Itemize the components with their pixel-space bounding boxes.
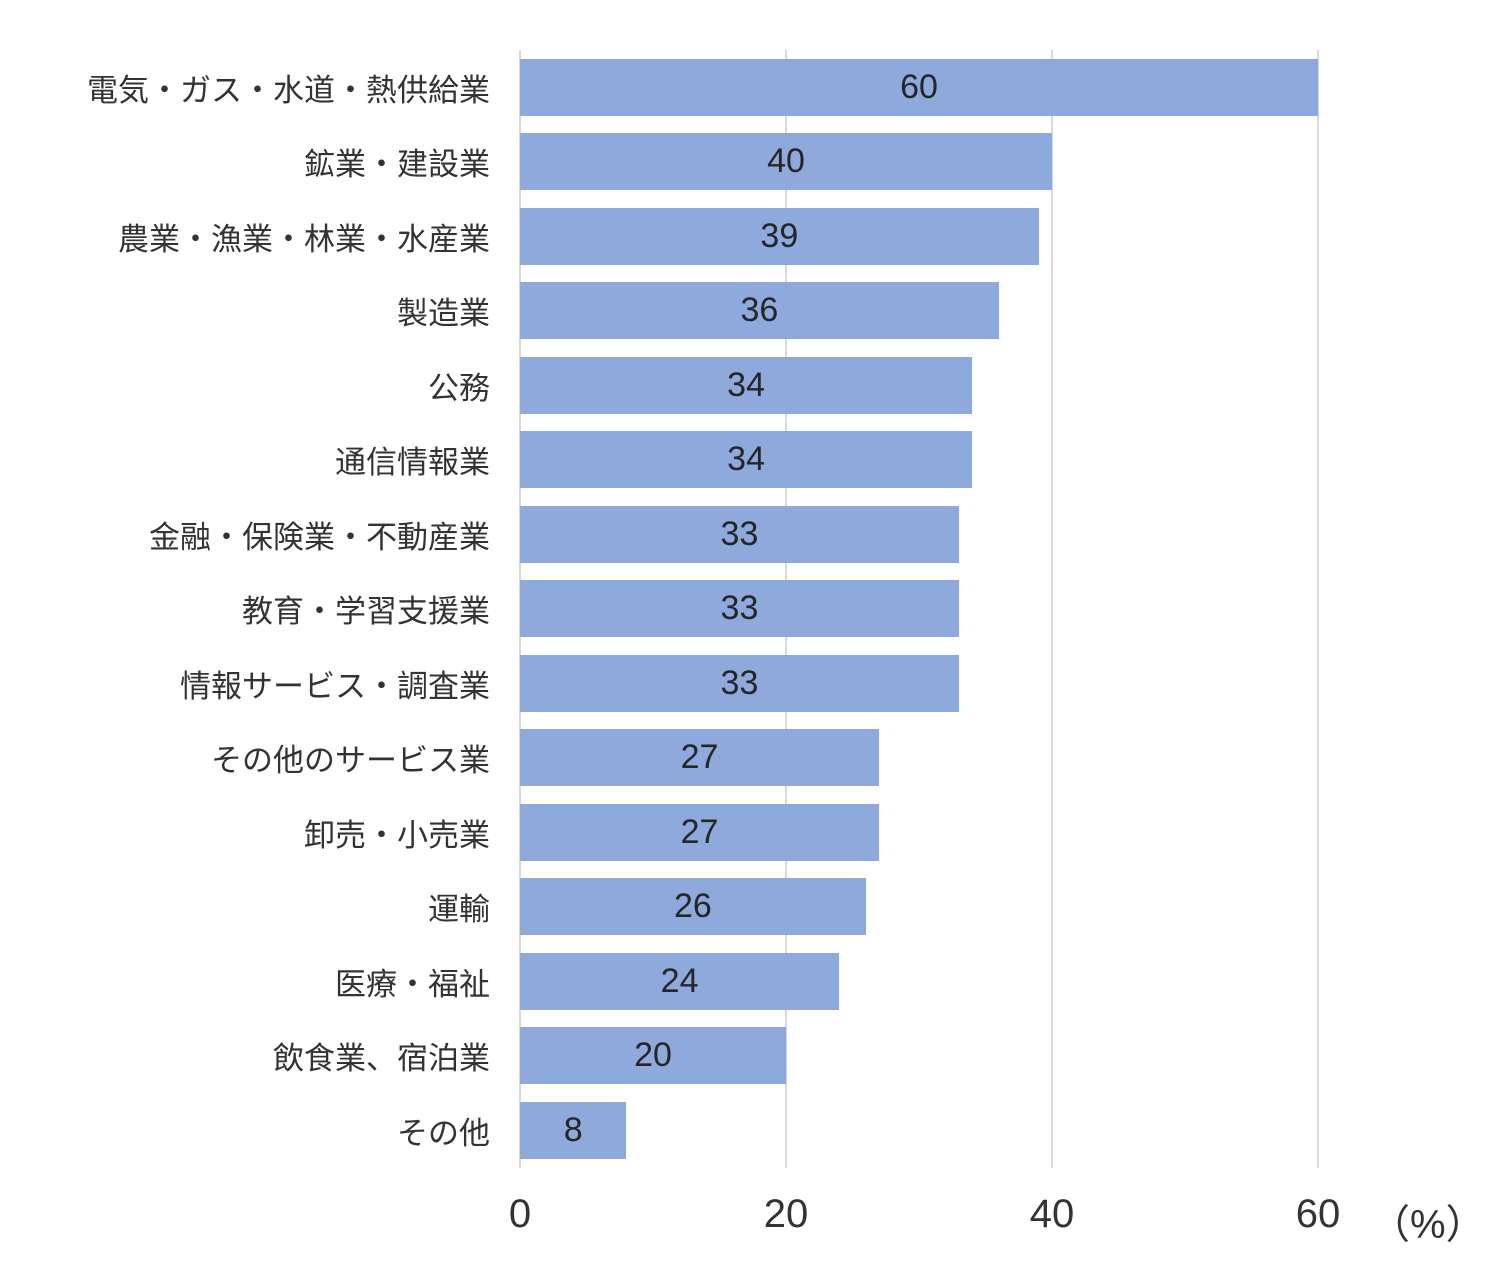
value-label: 27 [680,812,719,851]
bar-track: 20 [520,1019,1318,1094]
category-label: 農業・漁業・林業・水産業 [118,221,490,257]
x-axis: 0 20 40 60 [509,1192,1340,1252]
value-label: 39 [760,216,799,255]
value-label: 33 [720,589,759,628]
bar-row: 情報サービス・調査業 33 [0,646,1488,721]
gridline [1317,50,1319,1168]
value-label: 24 [660,961,699,1000]
category-label: 情報サービス・調査業 [180,668,490,704]
value-label: 34 [727,365,765,404]
bar: 27 [520,729,880,787]
bar: 36 [520,282,999,340]
bar-row: 飲食業、宿泊業 20 [0,1019,1488,1094]
bar-track: 24 [520,944,1318,1019]
bar-row: 鉱業・建設業 40 [0,125,1488,200]
category-label: その他 [397,1115,490,1151]
value-label: 20 [634,1036,672,1075]
value-label: 33 [720,514,759,553]
value-label: 34 [727,440,765,479]
category-label: 通信情報業 [335,445,490,481]
x-tick-label: 40 [1029,1192,1075,1236]
category-label: 金融・保険業・不動産業 [149,519,490,555]
value-label: 27 [680,738,719,777]
value-label: 26 [673,887,712,926]
category-label: その他のサービス業 [211,743,490,779]
bar: 24 [520,952,840,1010]
bar-track: 33 [520,646,1318,721]
bar-track: 27 [520,795,1318,870]
bar: 27 [520,803,880,861]
category-label: 鉱業・建設業 [304,147,490,183]
bar-row: 農業・漁業・林業・水産業 39 [0,199,1488,274]
bar: 33 [520,580,959,638]
category-label: 運輸 [428,892,490,928]
bar: 34 [520,356,973,414]
bar-row: 教育・学習支援業 33 [0,572,1488,647]
bar-track: 36 [520,274,1318,349]
bar-row: その他 8 [0,1093,1488,1168]
x-tick-label: 60 [1295,1192,1341,1236]
x-axis-unit-label: （%） [1370,1203,1486,1247]
category-label: 公務 [428,370,490,406]
bar-rows: 電気・ガス・水道・熱供給業 60 鉱業・建設業 40 農業・漁業・林業・水産業 39 製造業… [0,50,1488,1168]
bar-row: 製造業 36 [0,274,1488,349]
x-tick-label: 20 [763,1192,809,1236]
gridline [1050,50,1053,1168]
bar-track: 34 [520,423,1318,498]
value-label: 40 [767,142,805,181]
category-label: 飲食業、宿泊業 [273,1041,490,1077]
bar-track: 60 [520,50,1318,125]
value-label: 60 [900,67,938,106]
bar-track: 26 [520,870,1318,945]
bar-row: 電気・ガス・水道・熱供給業 60 [0,50,1488,125]
bar-track: 33 [520,572,1318,647]
bar-row: その他のサービス業 27 [0,721,1488,796]
value-label: 36 [740,291,779,330]
bar-track: 27 [520,721,1318,796]
bar: 60 [520,58,1318,116]
value-label: 8 [563,1110,583,1149]
bar-track: 33 [520,497,1318,572]
value-label: 33 [720,663,759,702]
bar: 33 [520,505,959,563]
bar: 33 [520,654,959,712]
bar-row: 金融・保険業・不動産業 33 [0,497,1488,572]
x-tick-label: 0 [508,1192,532,1236]
bar-row: 運輸 26 [0,870,1488,945]
bar-row: 医療・福祉 24 [0,944,1488,1019]
bar: 34 [520,431,973,489]
bar-row: 通信情報業 34 [0,423,1488,498]
bar: 8 [520,1101,627,1159]
bar-track: 39 [520,199,1318,274]
bar: 26 [520,878,866,936]
bar-row: 公務 34 [0,348,1488,423]
bar-row: 卸売・小売業 27 [0,795,1488,870]
category-label: 卸売・小売業 [304,817,490,853]
category-label: 電気・ガス・水道・熱供給業 [87,72,490,108]
bar-track: 34 [520,348,1318,423]
bar: 40 [520,133,1052,191]
bar: 39 [520,207,1039,265]
category-label: 製造業 [397,296,490,332]
bar-track: 8 [520,1093,1318,1168]
category-label: 教育・学習支援業 [242,594,490,630]
category-label: 医療・福祉 [335,966,490,1002]
bar: 20 [520,1027,786,1085]
bar-track: 40 [520,125,1318,200]
